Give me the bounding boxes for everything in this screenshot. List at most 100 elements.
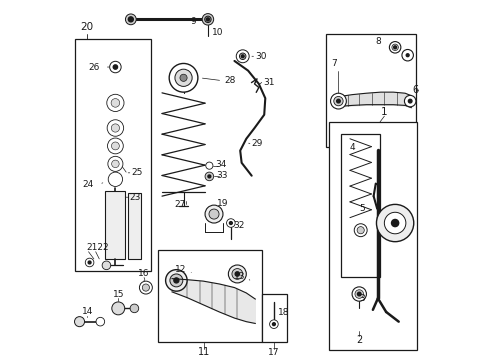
Bar <box>75 40 150 271</box>
Circle shape <box>351 287 366 301</box>
Circle shape <box>391 220 398 226</box>
Circle shape <box>356 226 364 234</box>
Text: 29: 29 <box>251 139 263 148</box>
Circle shape <box>229 222 232 225</box>
Circle shape <box>384 212 405 234</box>
Circle shape <box>388 41 400 53</box>
Text: 19: 19 <box>216 199 227 208</box>
Circle shape <box>108 172 122 186</box>
Text: 31: 31 <box>263 78 274 87</box>
Circle shape <box>357 292 360 296</box>
Circle shape <box>109 61 121 73</box>
Circle shape <box>404 95 415 107</box>
Text: 13: 13 <box>233 271 244 280</box>
Text: 30: 30 <box>255 52 266 61</box>
Bar <box>105 191 125 259</box>
Text: 34: 34 <box>215 161 226 170</box>
Circle shape <box>239 53 245 59</box>
Bar <box>325 34 415 147</box>
Text: 3: 3 <box>359 294 364 303</box>
Circle shape <box>111 142 119 150</box>
Circle shape <box>391 44 398 50</box>
Text: 11: 11 <box>198 347 210 357</box>
Bar <box>328 122 416 350</box>
Circle shape <box>205 162 212 169</box>
Text: 4: 4 <box>348 143 354 152</box>
Circle shape <box>111 124 119 132</box>
Circle shape <box>228 265 246 283</box>
Text: 26: 26 <box>88 63 99 72</box>
Circle shape <box>241 55 244 58</box>
Circle shape <box>142 284 149 291</box>
Circle shape <box>111 160 119 168</box>
Circle shape <box>174 278 179 283</box>
Circle shape <box>106 94 124 112</box>
Text: 6: 6 <box>411 85 417 95</box>
Circle shape <box>333 96 343 106</box>
Text: 28: 28 <box>224 76 236 85</box>
Text: 25: 25 <box>131 168 142 177</box>
Circle shape <box>107 120 123 136</box>
Circle shape <box>204 172 213 181</box>
Circle shape <box>336 99 340 103</box>
Circle shape <box>169 63 198 92</box>
Circle shape <box>204 205 223 223</box>
Text: 32: 32 <box>233 221 244 230</box>
Circle shape <box>202 14 213 25</box>
Circle shape <box>169 274 183 287</box>
Text: 24: 24 <box>82 180 93 189</box>
Circle shape <box>175 69 192 86</box>
Text: 33: 33 <box>216 171 227 180</box>
Text: 2122: 2122 <box>86 243 109 252</box>
Text: 2: 2 <box>355 334 362 345</box>
Circle shape <box>107 138 123 154</box>
Bar <box>158 250 261 342</box>
Circle shape <box>128 17 133 22</box>
Text: 1: 1 <box>380 107 387 117</box>
Circle shape <box>236 50 249 63</box>
Circle shape <box>74 317 84 327</box>
Circle shape <box>102 261 110 270</box>
Circle shape <box>406 54 408 57</box>
Text: 17: 17 <box>267 348 279 357</box>
Circle shape <box>226 219 235 227</box>
Text: 9: 9 <box>190 17 196 26</box>
Circle shape <box>207 175 210 178</box>
Text: 10: 10 <box>211 28 223 37</box>
Bar <box>341 134 379 277</box>
Circle shape <box>401 49 412 61</box>
Circle shape <box>206 18 209 21</box>
Circle shape <box>130 304 139 313</box>
Text: 23: 23 <box>129 193 141 202</box>
Circle shape <box>354 290 363 298</box>
Bar <box>261 294 286 342</box>
Text: 12: 12 <box>175 265 186 274</box>
Circle shape <box>139 281 152 294</box>
Text: 14: 14 <box>81 307 93 316</box>
Text: 7: 7 <box>330 59 336 68</box>
Circle shape <box>407 99 411 103</box>
Circle shape <box>353 224 366 237</box>
Text: 18: 18 <box>277 308 288 317</box>
Circle shape <box>269 320 278 328</box>
Circle shape <box>85 258 94 267</box>
Text: 8: 8 <box>374 37 380 46</box>
Text: 20: 20 <box>80 22 93 32</box>
Circle shape <box>165 270 187 291</box>
Text: 15: 15 <box>112 290 124 299</box>
Circle shape <box>393 46 396 49</box>
Circle shape <box>125 14 136 25</box>
Circle shape <box>272 323 275 325</box>
Circle shape <box>231 269 242 279</box>
Text: 5: 5 <box>359 204 364 213</box>
Circle shape <box>208 209 219 219</box>
Bar <box>127 193 140 259</box>
Circle shape <box>96 318 104 326</box>
Circle shape <box>111 99 120 107</box>
Circle shape <box>180 74 187 81</box>
Text: 27: 27 <box>174 200 185 209</box>
Circle shape <box>376 204 413 242</box>
Circle shape <box>235 272 239 276</box>
Circle shape <box>88 261 91 264</box>
Text: 16: 16 <box>137 269 149 278</box>
